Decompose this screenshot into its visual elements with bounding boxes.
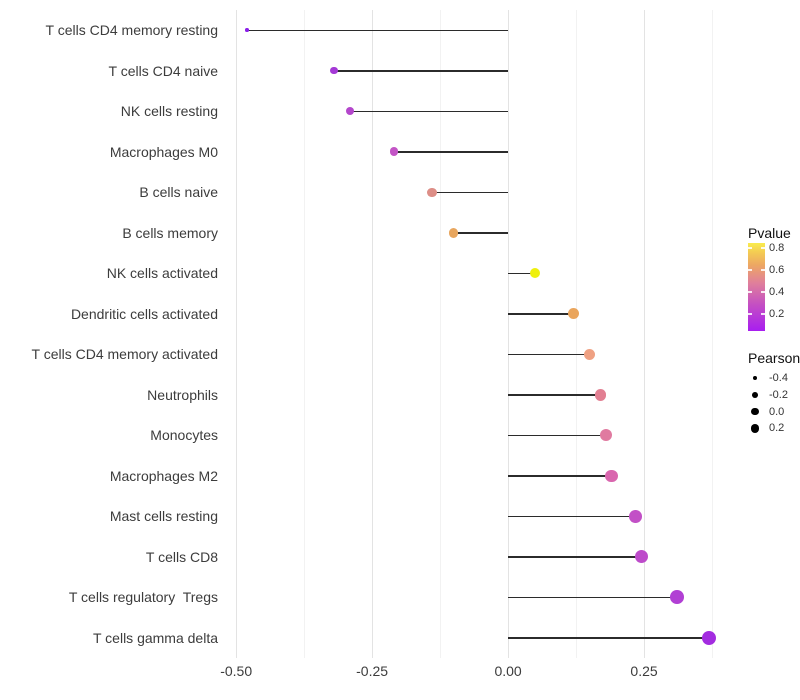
lollipop-dot [583, 348, 596, 360]
category-label: Macrophages M2 [109, 467, 218, 484]
pearson-size-legend: Pearson -0.4 -0.2 0.0 0.2 [748, 350, 800, 445]
colorbar-tick-label: 0.2 [769, 307, 785, 320]
category-label: B cells memory [122, 224, 218, 241]
pvalue-color-legend: Pvalue 0.8 0.6 0.4 0.2 [748, 225, 800, 337]
gridline-minor [303, 10, 305, 658]
lollipop-stick [508, 272, 536, 274]
lollipop-dot [669, 590, 684, 605]
lollipop-stick [508, 353, 590, 355]
lollipop-dot [634, 550, 648, 564]
category-label: T cells CD4 memory activated [31, 346, 218, 363]
gridline-minor [575, 10, 577, 658]
gridline-major [371, 10, 373, 658]
lollipop-stick [247, 29, 509, 31]
colorbar-tickmark [748, 247, 752, 249]
lollipop-stick [508, 475, 612, 477]
x-tick-label: -0.25 [356, 663, 389, 679]
category-label: NK cells activated [106, 265, 218, 282]
legend-size-label: -0.2 [769, 388, 788, 401]
lollipop-stick [508, 313, 574, 315]
gridline-minor [711, 10, 713, 658]
category-label: Macrophages M0 [109, 143, 218, 160]
lollipop-dot [605, 469, 618, 482]
category-label: Dendritic cells activated [70, 305, 218, 322]
category-label: T cells CD4 memory resting [45, 22, 218, 39]
gridline-major [235, 10, 237, 658]
category-label: Mast cells resting [109, 508, 218, 525]
lollipop-stick [508, 556, 642, 558]
lollipop-dot [629, 509, 643, 523]
legend-size-dot [752, 391, 758, 398]
plot-panel [228, 10, 718, 658]
category-label: T cells CD4 naive [108, 62, 218, 79]
x-tick-label: 0.00 [494, 663, 522, 679]
legend-size-label: 0.2 [769, 422, 785, 435]
pearson-legend-title: Pearson [748, 350, 800, 366]
x-tick-label: 0.25 [630, 663, 658, 679]
category-label: T cells CD8 [145, 548, 218, 565]
category-label: B cells naive [139, 184, 218, 201]
legend-size-dot [750, 424, 760, 433]
category-label: T cells gamma delta [92, 629, 218, 646]
lollipop-dot [567, 308, 579, 320]
lollipop-dot [245, 28, 249, 33]
lollipop-dot [530, 268, 541, 279]
lollipop-dot [448, 227, 459, 238]
pvalue-legend-title: Pvalue [748, 225, 791, 241]
gridline-major [643, 10, 645, 658]
x-tick-label: -0.50 [220, 663, 253, 679]
lollipop-stick [508, 515, 636, 517]
lollipop-dot [702, 630, 717, 645]
lollipop-stick [508, 637, 710, 639]
colorbar-tickmark [761, 247, 765, 249]
colorbar-tickmark [761, 291, 765, 293]
pvalue-colorbar [748, 243, 765, 331]
category-label: T cells regulatory Tregs [68, 589, 218, 606]
lollipop-stick [453, 232, 509, 234]
lollipop-stick [334, 70, 509, 72]
lollipop-dot [346, 107, 355, 116]
colorbar-tickmark [761, 313, 765, 315]
colorbar-tickmark [748, 291, 752, 293]
legend-size-dot [752, 375, 758, 381]
category-label: Neutrophils [147, 386, 218, 403]
lollipop-dot [330, 67, 338, 75]
colorbar-tick-label: 0.6 [769, 263, 785, 276]
colorbar-tickmark [748, 269, 752, 271]
colorbar-tick-label: 0.4 [769, 285, 785, 298]
lollipop-dot [427, 187, 437, 197]
gridline-major [507, 10, 509, 658]
lollipop-stick [350, 110, 509, 112]
lollipop-stick [508, 596, 677, 598]
category-label: Monocytes [150, 427, 218, 444]
legend-size-label: -0.4 [769, 372, 788, 384]
lollipop-dot [594, 388, 607, 401]
colorbar-tickmark [748, 313, 752, 315]
legend-size-label: 0.0 [769, 405, 785, 418]
lollipop-dot [389, 147, 399, 157]
colorbar-tick-label: 0.8 [769, 241, 785, 254]
lollipop-stick [393, 151, 509, 153]
legend-size-dot [751, 407, 759, 416]
colorbar-tickmark [761, 269, 765, 271]
gridline-minor [439, 10, 441, 658]
lollipop-stick [508, 394, 601, 396]
category-label: NK cells resting [120, 103, 218, 120]
lollipop-dot [599, 429, 612, 442]
lollipop-stick [508, 434, 606, 436]
lollipop-stick [431, 191, 509, 193]
